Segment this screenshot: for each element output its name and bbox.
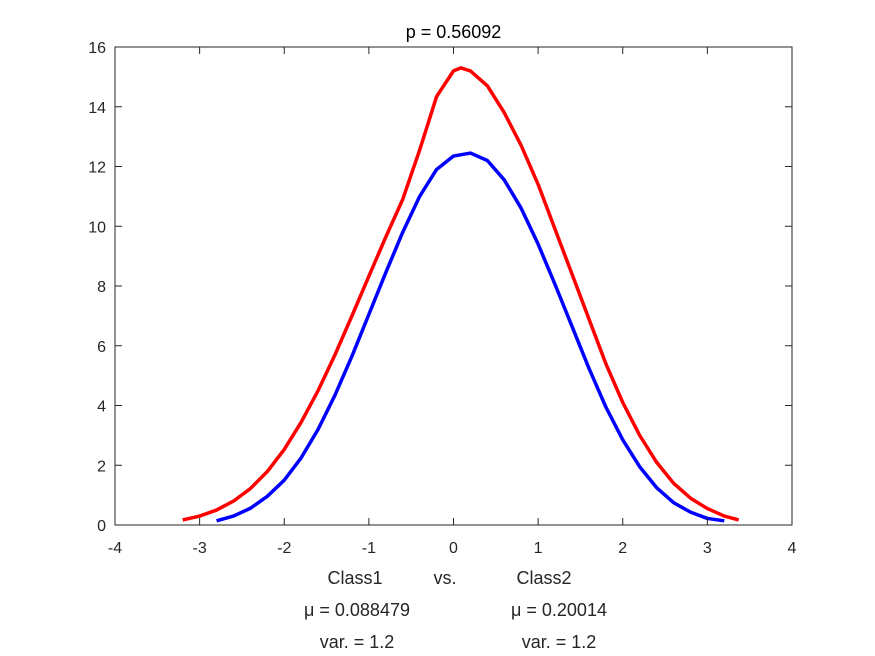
- y-tick-label: 8: [97, 279, 106, 296]
- x-label-left-1: μ = 0.088479: [304, 600, 410, 620]
- y-tick-label: 14: [88, 100, 106, 117]
- y-tick-label: 0: [97, 518, 106, 535]
- x-tick-label: -4: [108, 540, 122, 557]
- y-tick-label: 12: [88, 160, 106, 177]
- series-group: [182, 66, 740, 523]
- x-tick-label: 2: [618, 540, 627, 557]
- x-label-right-1: μ = 0.20014: [511, 600, 607, 620]
- x-tick-label: 3: [703, 540, 712, 557]
- x-label-right-2: var. = 1.2: [522, 632, 597, 652]
- x-tick-label: -2: [277, 540, 291, 557]
- x-axis-label: Class1 vs. Class2 μ = 0.088479 μ = 0.20014 va…: [304, 568, 607, 652]
- chart-title: p = 0.56092: [406, 22, 502, 42]
- x-label-left-0: Class1: [327, 568, 382, 588]
- y-tick-label: 4: [97, 399, 106, 416]
- x-tick-label: 4: [788, 540, 797, 557]
- y-tick-label: 2: [97, 458, 106, 475]
- series-line-0: [182, 66, 740, 522]
- x-label-left-2: var. = 1.2: [320, 632, 395, 652]
- x-label-middle-0: vs.: [433, 568, 456, 588]
- x-tick-label: -1: [362, 540, 376, 557]
- y-tick-label: 16: [88, 40, 106, 57]
- y-tick-label: 6: [97, 339, 106, 356]
- series-line-1: [216, 151, 725, 523]
- x-label-right-0: Class2: [516, 568, 571, 588]
- x-tick-label: -3: [193, 540, 207, 557]
- x-tick-label: 0: [449, 540, 458, 557]
- y-tick-label: 10: [88, 219, 106, 236]
- x-tick-label: 1: [534, 540, 543, 557]
